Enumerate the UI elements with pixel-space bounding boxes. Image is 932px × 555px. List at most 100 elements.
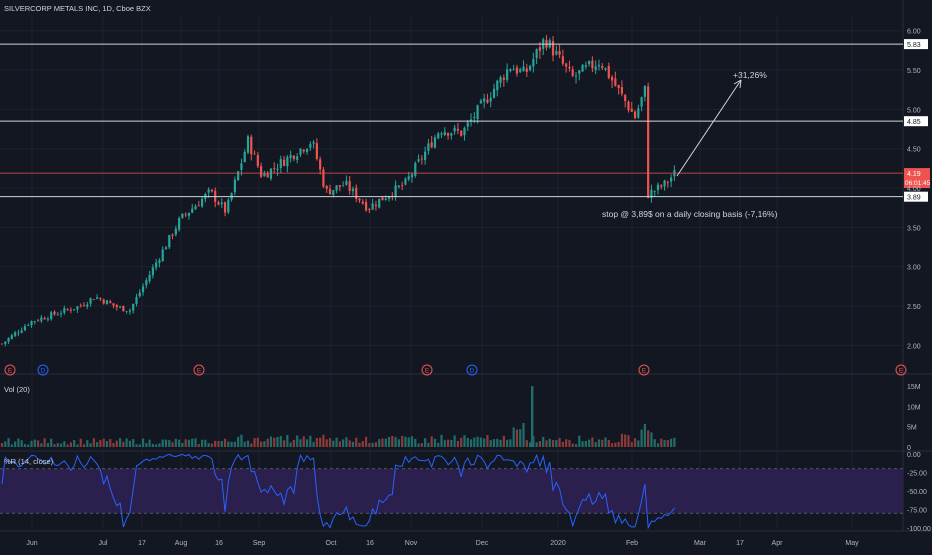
volume-bar xyxy=(348,440,351,447)
volume-bar xyxy=(282,440,286,447)
volume-bar xyxy=(135,444,138,447)
earnings-event-marker xyxy=(895,364,907,376)
candle-body xyxy=(171,234,174,236)
candle-body xyxy=(43,318,46,320)
candle-body xyxy=(496,80,499,91)
oscillator-tick-label: -100.00 xyxy=(907,526,931,533)
volume-bar xyxy=(4,441,7,447)
candle-body xyxy=(463,127,466,136)
volume-bar xyxy=(246,440,250,447)
volume-bar xyxy=(109,439,112,447)
candle-body xyxy=(273,168,276,169)
volume-bar xyxy=(322,434,325,447)
volume-bar xyxy=(443,440,446,447)
volume-bar xyxy=(591,437,594,447)
volume-bar xyxy=(102,438,105,447)
candle-body xyxy=(240,163,243,170)
candle-body xyxy=(633,111,637,119)
candle-body xyxy=(407,176,410,180)
candle-body xyxy=(328,189,332,195)
level-label: 4.85 xyxy=(907,119,921,126)
volume-bar xyxy=(105,441,109,447)
candle-body xyxy=(40,317,43,321)
volume-bar xyxy=(597,439,601,447)
volume-bar xyxy=(361,441,364,447)
candle-body xyxy=(591,60,594,69)
volume-bar xyxy=(204,439,207,447)
candle-body xyxy=(332,189,335,195)
candle-body xyxy=(528,65,532,71)
volume-bar xyxy=(164,439,168,447)
candle-body xyxy=(397,185,400,187)
price-tick-label: 3.00 xyxy=(907,265,921,272)
candle-body xyxy=(96,297,99,299)
candle-body xyxy=(79,305,82,307)
candle-body xyxy=(243,151,246,163)
volume-bar xyxy=(276,437,279,447)
volume-bar xyxy=(397,439,400,447)
volume-bar xyxy=(437,442,440,447)
candle-body xyxy=(118,306,122,308)
volume-bar xyxy=(250,443,253,447)
candle-body xyxy=(519,69,522,72)
time-tick-label: 16 xyxy=(215,540,223,547)
candle-body xyxy=(309,144,312,148)
candle-body xyxy=(0,343,4,345)
volume-bar xyxy=(273,437,276,447)
oscillator-layer xyxy=(0,453,903,530)
candle-body xyxy=(374,204,378,207)
candle-body xyxy=(105,300,109,305)
time-tick-label: 17 xyxy=(138,540,146,547)
volume-spike-bar xyxy=(531,386,534,447)
candle-body xyxy=(164,247,168,250)
volume-bar xyxy=(453,435,456,447)
volume-bar xyxy=(581,441,584,447)
candle-body xyxy=(14,332,17,336)
candle-body xyxy=(614,78,617,86)
candle-body xyxy=(437,133,440,139)
candle-body xyxy=(578,70,581,74)
candle-body xyxy=(286,156,289,167)
candle-body xyxy=(151,267,154,276)
candle-body xyxy=(191,208,194,213)
candle-body xyxy=(502,77,505,80)
candle-body xyxy=(184,214,187,216)
candle-body xyxy=(358,198,361,201)
candle-body xyxy=(63,308,66,313)
volume-bar xyxy=(178,439,181,447)
candle-body xyxy=(312,142,315,144)
event-marker-letter: E xyxy=(425,368,430,375)
volume-bar xyxy=(214,440,217,447)
candle-body xyxy=(522,66,525,72)
candle-body xyxy=(194,206,197,210)
candle-body xyxy=(27,325,30,326)
volume-bar xyxy=(332,440,335,447)
candle-body xyxy=(414,163,417,176)
candle-body xyxy=(466,122,469,127)
candle-body xyxy=(82,305,86,307)
volume-bar xyxy=(374,442,378,447)
candle-body xyxy=(33,321,36,322)
candle-body xyxy=(637,108,640,118)
volume-bar xyxy=(355,437,358,447)
volume-bar xyxy=(387,436,391,447)
candle-body xyxy=(10,335,13,339)
earnings-event-marker xyxy=(421,364,433,376)
price-tick-label: 6.00 xyxy=(907,29,921,36)
candle-body xyxy=(128,310,132,312)
volume-bar xyxy=(561,441,564,447)
candle-body xyxy=(663,180,666,187)
levels-layer: 5.83 4.85 3.89 4.19 06:01:45 xyxy=(0,39,931,202)
volume-bar xyxy=(358,442,361,447)
candle-body xyxy=(627,101,630,111)
candle-body xyxy=(197,205,200,207)
candle-body xyxy=(220,202,223,205)
oscillator-tick-label: 0.00 xyxy=(907,452,921,459)
volume-bar xyxy=(50,438,53,447)
candle-body xyxy=(338,185,341,187)
candle-body xyxy=(525,68,528,72)
volume-bar xyxy=(66,444,69,447)
candle-body xyxy=(76,306,79,310)
volume-bar xyxy=(588,439,591,447)
